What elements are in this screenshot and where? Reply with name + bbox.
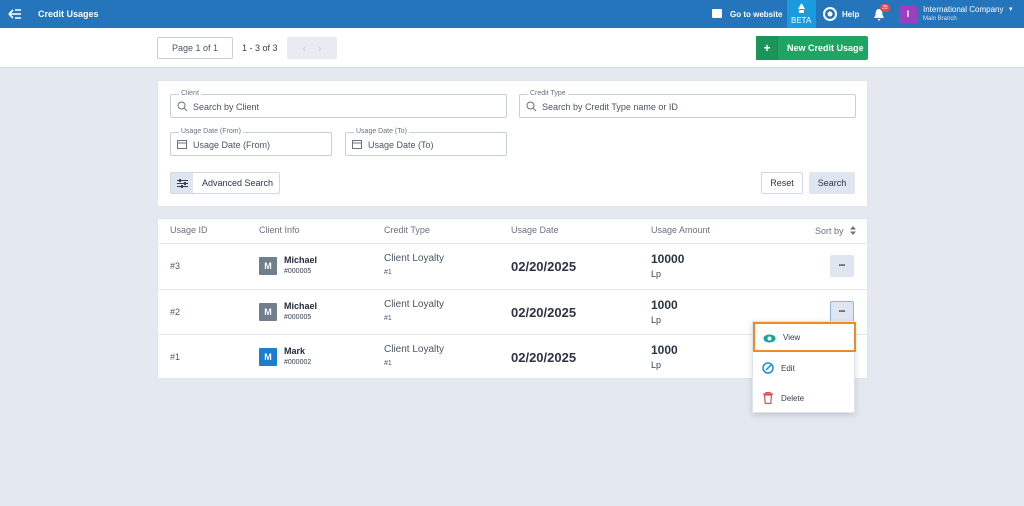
credit-type: Client Loyalty xyxy=(384,344,445,355)
store-icon xyxy=(712,9,722,18)
beta-button[interactable]: BETA xyxy=(787,0,816,28)
currency: Lp xyxy=(651,269,662,279)
field-label: Usage Date (To) xyxy=(354,128,409,135)
column-header: Credit Type xyxy=(384,225,430,235)
client-name[interactable]: Mark xyxy=(284,346,306,356)
page-selector[interactable]: Page 1 of 1 xyxy=(157,37,233,59)
calendar-icon xyxy=(352,140,362,149)
client-number: #000005 xyxy=(284,313,312,321)
currency: Lp xyxy=(651,314,662,325)
search-icon xyxy=(526,101,537,112)
client-number: #000002 xyxy=(284,359,312,366)
toolbar: Page 1 of 1 1 - 3 of 3 ‹ › + New Credit U… xyxy=(0,28,1024,68)
client-avatar: M xyxy=(259,257,277,275)
new-credit-usage-button[interactable]: + New Credit Usage xyxy=(756,36,868,60)
date-from-field[interactable]: Usage Date (From) Usage Date (From) xyxy=(170,128,332,156)
table-row: #3 M Michael #000005 Client Loyalty #1 02/20/2… xyxy=(158,243,868,288)
placeholder: Search by Client xyxy=(193,102,260,112)
credit-type-number: #1 xyxy=(384,314,392,322)
usage-id: #3 xyxy=(170,261,181,271)
client-name[interactable]: Michael xyxy=(284,300,318,311)
company-name[interactable]: International Company xyxy=(923,5,1004,14)
calendar-icon xyxy=(177,140,187,149)
date-to-field[interactable]: Usage Date (To) Usage Date (To) xyxy=(345,128,507,156)
sort-by[interactable]: Sort by xyxy=(815,226,844,236)
usage-amount: 1000 xyxy=(651,343,678,357)
usage-amount: 1000 xyxy=(651,297,678,312)
button-label: New Credit Usage xyxy=(787,43,864,53)
field-label: Client xyxy=(179,90,201,97)
menu-toggle[interactable] xyxy=(8,8,22,20)
usage-id: #1 xyxy=(170,352,181,362)
credit-type-number: #1 xyxy=(384,269,392,276)
help-icon xyxy=(823,7,837,21)
bell-icon[interactable] xyxy=(873,8,885,21)
branch-name: Main Branch xyxy=(923,16,957,22)
button-label: Advanced Search xyxy=(202,178,274,188)
field-label: Usage Date (From) xyxy=(179,128,243,135)
field-label: Credit Type xyxy=(528,90,568,97)
client-avatar: M xyxy=(259,348,277,366)
menu-edit[interactable]: Edit xyxy=(753,353,856,383)
client-field[interactable]: Client Search by Client xyxy=(170,90,507,118)
column-header: Usage ID xyxy=(170,225,208,235)
usage-amount: 10000 xyxy=(651,252,685,266)
usage-date: 02/20/2025 xyxy=(511,259,577,274)
sort-icon[interactable] xyxy=(850,226,856,235)
search-button[interactable]: Search xyxy=(809,172,855,194)
sliders-icon xyxy=(171,173,193,193)
help[interactable]: Help xyxy=(842,10,860,19)
trash-icon xyxy=(763,392,773,404)
table-row: #2 M Michael #000005 Client Loyalty #1 02/20/2… xyxy=(158,288,868,334)
advanced-search-button[interactable]: Advanced Search xyxy=(170,172,280,194)
column-header: Usage Amount xyxy=(651,225,711,235)
usage-id: #2 xyxy=(170,306,181,317)
usage-table: Usage ID Client Info Credit Type Usage D… xyxy=(157,218,868,379)
column-header: Usage Date xyxy=(511,225,559,235)
pager-arrows[interactable]: ‹ › xyxy=(287,37,337,59)
eye-icon xyxy=(763,334,776,343)
top-bar: Credit Usages Go to website BETA Help 25… xyxy=(0,0,1024,28)
client-avatar: M xyxy=(259,302,277,321)
table-row: #1 M Mark #000002 Client Loyalty #1 02/20/2025… xyxy=(158,334,868,379)
client-number: #000005 xyxy=(284,268,312,275)
menu-label: View xyxy=(783,332,801,342)
usage-date: 02/20/2025 xyxy=(511,304,577,320)
beta-label: BETA xyxy=(791,16,812,25)
row-actions[interactable]: ••• xyxy=(830,300,854,323)
placeholder: Usage Date (From) xyxy=(193,140,271,150)
column-header: Client Info xyxy=(259,225,300,235)
company-avatar[interactable]: I xyxy=(899,5,917,23)
currency: Lp xyxy=(651,360,662,370)
usage-date: 02/20/2025 xyxy=(511,350,577,365)
menu-delete[interactable]: Delete xyxy=(753,383,856,413)
search-icon xyxy=(177,101,188,112)
filter-card: Client Search by Client Credit Type Sear… xyxy=(157,80,868,207)
credit-type: Client Loyalty xyxy=(384,298,445,310)
edit-icon xyxy=(762,362,774,374)
menu-label: Edit xyxy=(781,363,795,373)
plus-icon: + xyxy=(756,36,778,60)
menu-label: Delete xyxy=(781,393,805,403)
client-name[interactable]: Michael xyxy=(284,255,318,265)
row-actions[interactable]: ••• xyxy=(830,255,854,277)
credit-type-field[interactable]: Credit Type Search by Credit Type name o… xyxy=(519,90,856,118)
page-title: Credit Usages xyxy=(38,9,99,19)
go-to-website[interactable]: Go to website xyxy=(730,10,783,19)
credit-type: Client Loyalty xyxy=(384,253,445,264)
notification-badge: 25 xyxy=(880,4,890,12)
reset-button[interactable]: Reset xyxy=(761,172,803,194)
credit-type-number: #1 xyxy=(384,360,392,367)
menu-view[interactable]: View xyxy=(753,322,856,352)
beta-icon xyxy=(798,3,805,13)
actions-menu: View Edit Delete xyxy=(752,321,856,413)
caret: ▾ xyxy=(1009,6,1013,13)
placeholder: Search by Credit Type name or ID xyxy=(542,102,678,112)
range: 1 - 3 of 3 xyxy=(242,43,278,53)
placeholder: Usage Date (To) xyxy=(368,140,434,150)
